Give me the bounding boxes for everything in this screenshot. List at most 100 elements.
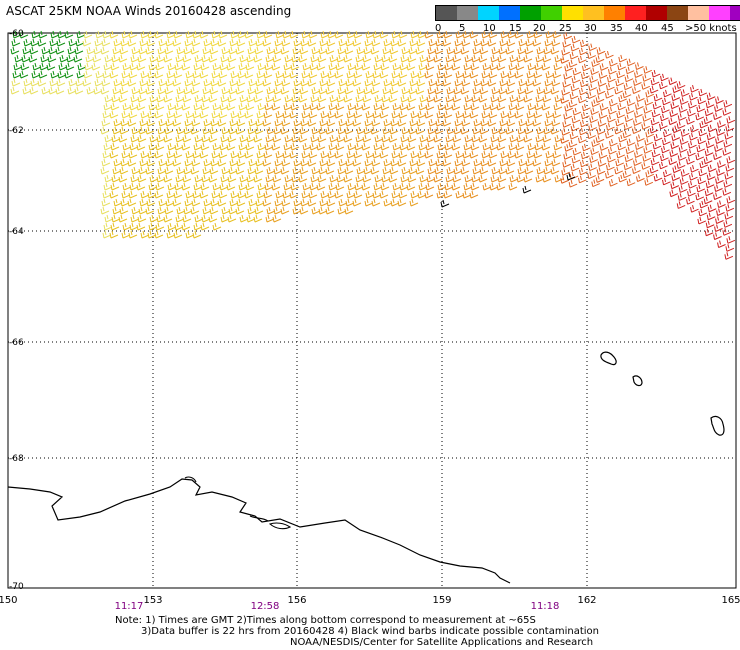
wind-barb [690,125,699,133]
wind-barb [218,190,228,199]
wind-barb [237,30,247,39]
wind-barb [355,174,365,183]
wind-barb [281,118,291,127]
wind-barb [463,62,473,71]
wind-barb [687,189,696,197]
wind-barb [155,142,165,151]
wind-barb [175,94,185,103]
wind-barb [138,46,148,55]
wind-barb [318,166,328,175]
wind-barb [181,62,191,71]
wind-barb [19,70,29,79]
wind-barb [175,214,185,223]
wind-barb [398,70,408,79]
wind-barb [517,166,527,175]
wind-barb [715,136,724,144]
wind-barb [527,62,537,71]
wind-barb [203,118,213,127]
wind-barb [482,102,492,111]
wind-barb [200,62,210,71]
wind-barb [572,147,582,156]
wind-barb [426,174,436,183]
wind-barb [344,86,354,95]
wind-barb [406,142,416,151]
wind-barb [120,78,130,87]
wind-barb [370,126,380,135]
wind-barb [472,46,482,55]
wind-barb [185,110,195,119]
wind-barb [353,150,363,159]
lon-label: 162 [577,595,596,606]
wind-barb [472,166,482,175]
wind-barb [121,110,131,119]
wind-barb [518,118,528,127]
island-1 [600,351,617,366]
wind-barb [229,38,239,47]
wind-barb [380,182,390,191]
wind-barb [577,55,587,64]
wind-barb [626,98,636,107]
wind-barb [140,30,150,39]
wind-barb [470,142,480,151]
wind-barb [390,198,400,207]
wind-barb [626,138,636,147]
wind-barb [345,118,355,127]
wind-barb [649,125,659,134]
wind-barb [705,220,715,229]
wind-barb [356,46,366,55]
wind-barb [248,78,258,87]
wind-barb [695,112,705,121]
wind-barb [487,38,497,47]
wind-barb [434,46,444,55]
wind-barb [309,102,319,111]
wind-barb [561,88,570,96]
wind-barb [717,120,726,128]
wind-barb [209,86,219,95]
wind-barb [273,86,283,95]
wind-barb [328,142,338,151]
wind-barb [443,110,453,119]
wind-barb [435,158,445,167]
wind-barb [164,166,174,175]
wind-barb [370,166,380,175]
wind-barb [544,38,554,47]
wind-barb [660,153,669,162]
wind-barb [551,158,561,167]
wind-barb [274,198,284,207]
wind-barb [210,38,220,47]
wind-barb [561,48,570,56]
wind-barb [247,126,257,135]
wind-barb [524,86,534,95]
wind-barb [663,89,672,98]
wind-barb [717,200,726,208]
wind-barb [221,206,231,215]
wind-barb [571,75,581,84]
wind-barb [265,134,275,143]
wind-barb [184,118,194,127]
wind-barb [156,174,166,183]
wind-barb [10,86,20,95]
wind-barb [12,70,22,79]
wind-barb [172,158,182,167]
wind-barb [199,150,209,159]
wind-barb [247,46,257,55]
wind-barb [446,46,456,55]
wind-barb [336,174,346,183]
wind-barb [634,70,643,78]
wind-barb [301,70,311,79]
wind-barb [535,54,545,63]
wind-barb [599,103,609,111]
wind-barb [176,86,186,95]
wind-barb [130,174,140,183]
wind-barb [597,79,607,87]
wind-barb [289,30,299,39]
wind-barb [491,86,501,95]
wind-barb [515,102,525,111]
wind-barb [505,46,515,55]
wind-barb [201,94,211,103]
wind-barb [417,150,427,159]
wind-barb [246,54,256,63]
wind-barb [266,126,276,135]
wind-barb [487,78,497,87]
wind-barb [244,190,254,199]
